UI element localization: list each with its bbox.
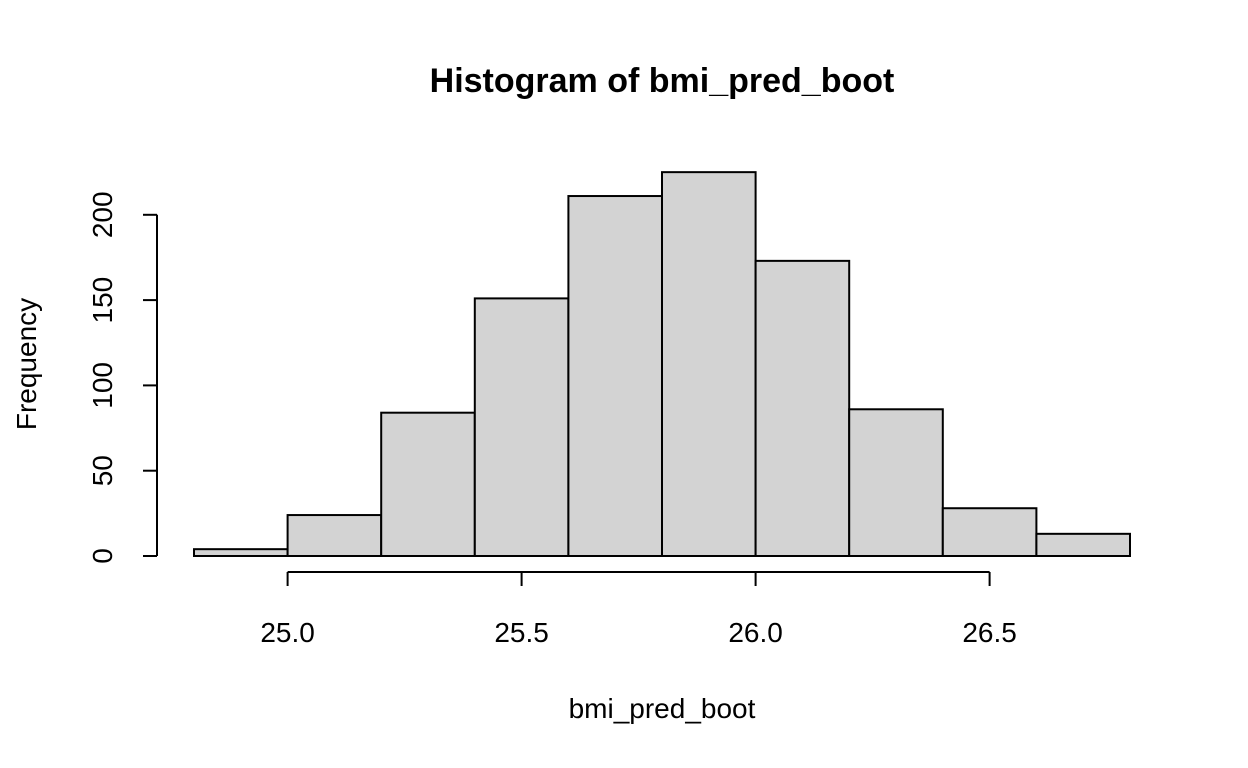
y-tick-label: 200 [87, 191, 118, 238]
y-tick-label: 50 [87, 455, 118, 486]
histogram-bar-1 [193, 548, 289, 558]
histogram-bar-3 [380, 411, 476, 558]
histogram-bar-8 [848, 408, 944, 557]
histogram-bar-2 [286, 514, 383, 558]
x-axis: 25.0 25.5 26.0 26.5 [260, 571, 1017, 648]
histogram-bar-5 [567, 195, 664, 557]
y-tick-label: 0 [87, 548, 118, 564]
chart-title: Histogram of bmi_pred_boot [430, 62, 895, 100]
histogram-bar-9 [941, 507, 1038, 557]
x-axis-label: bmi_pred_boot [569, 693, 756, 724]
bars-group [193, 171, 1132, 558]
y-tick-label: 150 [87, 277, 118, 324]
y-tick-label: 100 [87, 362, 118, 409]
histogram-bar-7 [754, 259, 851, 557]
histogram-bar-10 [1035, 532, 1132, 558]
x-tick-label: 26.5 [962, 617, 1017, 648]
x-tick-label: 26.0 [728, 617, 783, 648]
y-axis-label: Frequency [11, 298, 42, 430]
y-axis: 0 50 100 150 200 [87, 191, 158, 564]
histogram-bar-4 [473, 297, 570, 557]
x-tick-label: 25.5 [494, 617, 549, 648]
x-tick-label: 25.0 [260, 617, 315, 648]
histogram-bar-6 [661, 171, 757, 557]
